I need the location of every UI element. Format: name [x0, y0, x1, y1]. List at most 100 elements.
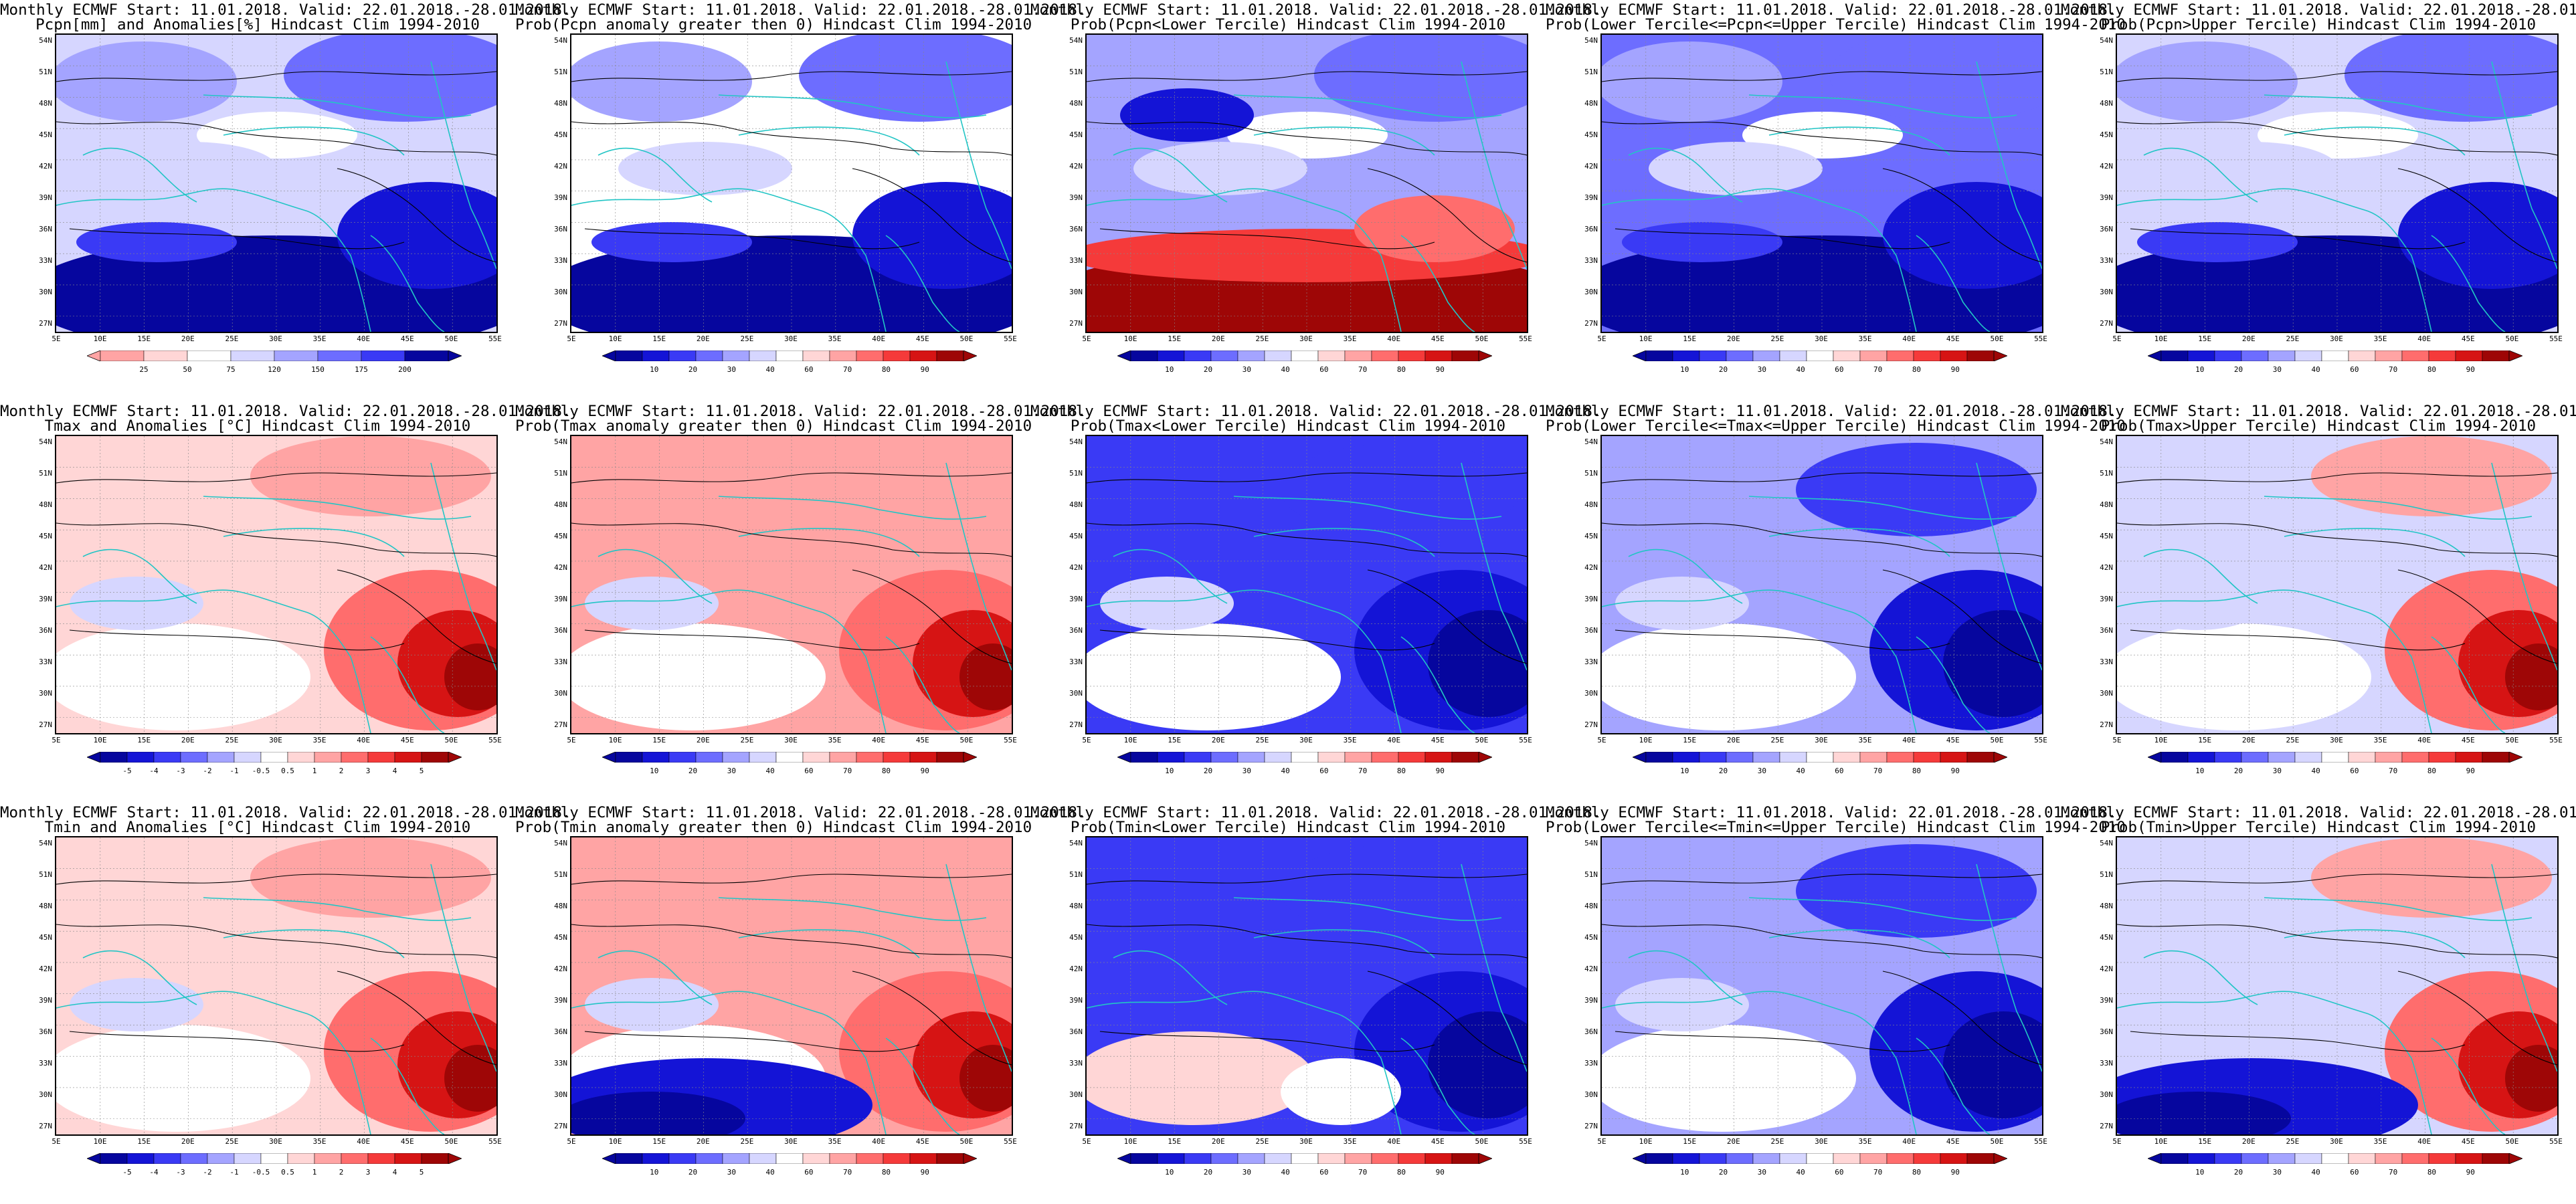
coastline: [2431, 235, 2506, 332]
coastline: [82, 147, 197, 203]
lon-tick-label: 25E: [225, 736, 239, 744]
lon-tick-label: 35E: [1858, 334, 1872, 343]
colorbar-tick-label: 70: [843, 767, 852, 775]
colorbar-segment: [1317, 1153, 1346, 1164]
lon-tick-label: 25E: [225, 334, 239, 343]
lon-tick-label: 50E: [1990, 1137, 2004, 1146]
lat-tick-label: 30N: [2100, 689, 2113, 698]
lat-tick-label: 51N: [1584, 469, 1598, 478]
colorbar-segment: [1699, 752, 1727, 763]
colorbar-tick-label: 60: [804, 767, 814, 775]
lat-tick-label: 42N: [2100, 563, 2113, 572]
colorbar-segment: [2401, 752, 2429, 763]
colorbar-segment: [2482, 350, 2510, 361]
lon-tick-label: 25E: [740, 334, 754, 343]
lon-tick-label: 5E: [567, 334, 576, 343]
coastline: [1748, 897, 2017, 921]
contour-line: [2117, 71, 2557, 82]
lon-tick-label: 50E: [1475, 1137, 1489, 1146]
colorbar-arrow-left: [1633, 350, 1647, 361]
colorbar-segment: [1130, 752, 1158, 763]
coastline: [1916, 1037, 1991, 1134]
colorbar: [602, 752, 977, 763]
coastline: [430, 462, 496, 671]
colorbar-segment: [1699, 1153, 1727, 1164]
contour-line: [2130, 228, 2466, 249]
lon-tick-label: 30E: [2330, 736, 2343, 744]
colorbar-arrow-right: [448, 752, 462, 763]
coastline: [1602, 991, 1917, 1134]
field-blob: [618, 142, 792, 195]
panel-title-line2: Prob(Pcpn<Lower Tercile) Hindcast Clim 1…: [1070, 16, 1506, 33]
colorbar-segment: [2455, 350, 2483, 361]
field-blob: [2398, 182, 2557, 289]
colorbar-tick-label: -5: [122, 767, 132, 775]
field-blob: [2344, 35, 2557, 122]
colorbar-tick-label: 70: [1358, 365, 1368, 374]
lon-tick-label: 40E: [1387, 334, 1401, 343]
lon-tick-label: 35E: [1343, 334, 1357, 343]
colorbar-tick-label: -4: [149, 767, 159, 775]
colorbar-tick-label: 2: [339, 767, 344, 775]
colorbar-segment: [314, 752, 342, 763]
coastline: [56, 991, 371, 1134]
colorbar-segment: [2160, 350, 2189, 361]
coastline: [1768, 929, 1950, 959]
colorbar-tick-label: 80: [1912, 767, 1922, 775]
lon-tick-label: 25E: [1770, 736, 1784, 744]
contour-line: [584, 1031, 920, 1052]
lon-tick-label: 30E: [1815, 1137, 1828, 1146]
contour-line: [56, 924, 496, 959]
colorbar-arrow-right: [963, 752, 977, 763]
colorbar-segment: [100, 1153, 128, 1164]
colorbar-tick-label: 10: [1680, 767, 1689, 775]
field-blob: [1428, 610, 1527, 717]
map-plot-area: [2116, 435, 2559, 734]
colorbar-segment: [2294, 1153, 2322, 1164]
colorbar-segment: [883, 350, 911, 361]
colorbar-segment: [1833, 1153, 1861, 1164]
colorbar: [87, 350, 462, 361]
lat-tick-label: 45N: [1584, 532, 1598, 540]
colorbar-arrow-left: [87, 752, 101, 763]
colorbar-tick-label: 80: [881, 1168, 891, 1177]
colorbar-segment: [1157, 350, 1185, 361]
contour-line: [1602, 472, 2042, 484]
colorbar-tick-label: 70: [1873, 767, 1883, 775]
contour-line: [2117, 874, 2557, 885]
coastline: [56, 589, 371, 733]
lat-tick-label: 39N: [1584, 193, 1598, 202]
contour-line: [1099, 1031, 1435, 1052]
coastline: [945, 462, 1012, 671]
colorbar: [1633, 1153, 2007, 1164]
lon-tick-label: 10E: [608, 736, 622, 744]
contour-line: [571, 121, 1012, 156]
colorbar-tick-label: 5: [419, 767, 424, 775]
colorbar-segment: [143, 350, 188, 361]
lon-tick-label: 50E: [959, 1137, 974, 1146]
lat-tick-label: 39N: [1069, 595, 1083, 603]
lon-tick-label: 50E: [2505, 334, 2519, 343]
lat-tick-label: 33N: [1069, 658, 1083, 666]
lon-tick-label: 5E: [567, 736, 576, 744]
colorbar-segment: [2214, 1153, 2242, 1164]
lat-tick-label: 54N: [39, 437, 52, 446]
contour-line: [571, 71, 1012, 82]
lat-tick-label: 45N: [2100, 130, 2113, 139]
coastline: [1916, 636, 1991, 733]
colorbar-tick-label: 70: [843, 1168, 852, 1177]
lat-tick-label: 54N: [554, 36, 567, 45]
colorbar-segment: [287, 752, 315, 763]
contour-line: [337, 168, 496, 263]
coastline: [223, 126, 405, 156]
colorbar-segment: [1940, 752, 1968, 763]
lon-tick-label: 25E: [740, 736, 754, 744]
lon-tick-label: 45E: [1431, 334, 1445, 343]
lon-tick-label: 5E: [52, 1137, 61, 1146]
contour-line: [1615, 629, 1950, 651]
coastline: [82, 950, 197, 1005]
map-panel-pcpn_mid: Monthly ECMWF Start: 11.01.2018. Valid: …: [1546, 0, 2126, 401]
lat-tick-label: 39N: [39, 996, 52, 1005]
coastline: [2491, 864, 2557, 1072]
lat-tick-label: 51N: [2100, 469, 2113, 478]
